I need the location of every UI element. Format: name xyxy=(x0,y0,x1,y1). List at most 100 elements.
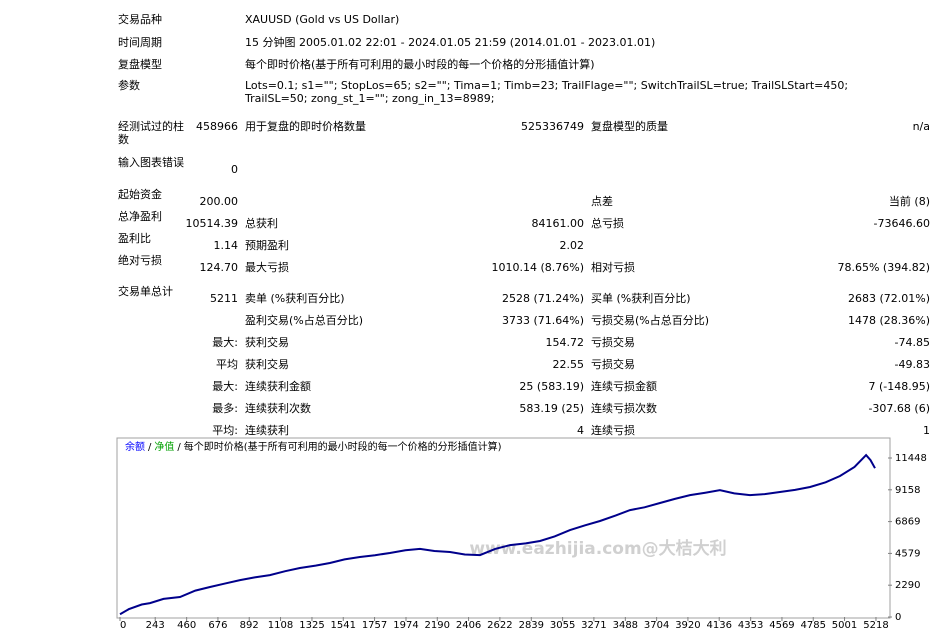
stat-label: 输入图表错误 xyxy=(118,156,184,169)
y-tick-label: 11448 xyxy=(895,453,927,464)
legend-item: / xyxy=(177,442,181,453)
stat-value: 10514.39 xyxy=(185,217,239,230)
x-tick-label: 1974 xyxy=(393,620,418,631)
stat-label: 起始资金 xyxy=(118,188,162,201)
stat-value: 最大: xyxy=(212,380,238,393)
x-tick-label: 4569 xyxy=(769,620,794,631)
stat-label: 点差 xyxy=(591,195,613,208)
stat-value: 当前 (8) xyxy=(888,195,930,208)
stat-label: 总获利 xyxy=(245,217,278,230)
legend-item: 净值 xyxy=(154,440,174,453)
stat-value: 平均: xyxy=(212,424,238,437)
stat-value: 1010.14 (8.76%) xyxy=(491,261,584,274)
stat-value: 3733 (71.64%) xyxy=(501,314,584,327)
x-tick-label: 3055 xyxy=(550,620,575,631)
stat-value: 2683 (72.01%) xyxy=(847,292,930,305)
stat-label: 绝对亏损 xyxy=(118,254,162,267)
stat-value: 525336749 xyxy=(521,120,584,133)
stat-value: 22.55 xyxy=(552,358,585,371)
stat-label: 连续获利金额 xyxy=(245,380,311,393)
stat-label: 经测试过的柱数 xyxy=(118,120,184,146)
x-tick-label: 4136 xyxy=(706,620,731,631)
x-tick-label: 2190 xyxy=(425,620,450,631)
x-tick-label: 892 xyxy=(240,620,259,631)
field-value: 每个即时价格(基于所有可利用的最小时段的每一个价格的分形插值计算) xyxy=(245,58,595,71)
stat-value: 1478 (28.36%) xyxy=(847,314,930,327)
x-tick-label: 1541 xyxy=(331,620,356,631)
stat-label: 相对亏损 xyxy=(591,261,635,274)
stat-value: 200.00 xyxy=(199,195,239,208)
x-tick-label: 3920 xyxy=(675,620,700,631)
stat-label: 获利交易 xyxy=(245,336,289,349)
watermark: www.eazhijia.com@大桔大利 xyxy=(469,538,726,559)
stat-value: 124.70 xyxy=(199,261,239,274)
x-tick-label: 3488 xyxy=(613,620,638,631)
stat-label: 连续亏损次数 xyxy=(591,402,657,415)
field-value: Lots=0.1; s1=""; StopLos=65; s2=""; Tima… xyxy=(245,79,849,105)
stat-label: 总净盈利 xyxy=(118,210,162,223)
stat-label: 连续亏损 xyxy=(591,424,635,437)
stat-value: 0 xyxy=(231,163,238,176)
stat-value: 5211 xyxy=(210,292,238,305)
stat-value: 最多: xyxy=(212,402,238,415)
stat-label: 交易单总计 xyxy=(118,285,173,298)
y-tick-label: 2290 xyxy=(895,580,920,591)
stat-value: -73646.60 xyxy=(873,217,930,230)
stat-label: 预期盈利 xyxy=(245,239,289,252)
x-tick-label: 1325 xyxy=(299,620,324,631)
stat-value: 平均 xyxy=(216,358,238,371)
stat-label: 连续亏损金额 xyxy=(591,380,657,393)
stat-value: 2528 (71.24%) xyxy=(501,292,584,305)
x-tick-label: 5001 xyxy=(832,620,857,631)
stat-label: 卖单 (%获利百分比) xyxy=(245,292,345,305)
legend-item: / xyxy=(148,442,152,453)
stat-label: 亏损交易 xyxy=(591,358,635,371)
x-tick-label: 0 xyxy=(120,620,126,631)
plot-frame xyxy=(116,437,891,619)
stat-value: 7 (-148.95) xyxy=(868,380,930,393)
stat-value: -307.68 (6) xyxy=(868,402,930,415)
y-tick-label: 0 xyxy=(895,612,901,623)
stat-value: 4 xyxy=(577,424,584,437)
stat-value: n/a xyxy=(912,120,930,133)
x-tick-label: 3271 xyxy=(581,620,606,631)
x-tick-label: 2622 xyxy=(487,620,512,631)
stat-label: 用于复盘的即时价格数量 xyxy=(245,120,366,133)
stat-label: 连续获利 xyxy=(245,424,289,437)
stat-value: 84161.00 xyxy=(531,217,585,230)
stat-value: 最大: xyxy=(212,336,238,349)
x-tick-label: 676 xyxy=(208,620,227,631)
stat-value: 154.72 xyxy=(545,336,585,349)
stat-label: 盈利交易(%占总百分比) xyxy=(245,314,364,327)
stat-value: -49.83 xyxy=(894,358,930,371)
stat-value: -74.85 xyxy=(894,336,930,349)
y-tick-label: 6869 xyxy=(895,517,920,528)
x-tick-label: 5218 xyxy=(863,620,888,631)
balance-line xyxy=(119,453,876,616)
legend: 余额 / 净值 / 每个即时价格(基于所有可利用的最小时段的每一个价格的分形插值计算) xyxy=(125,440,502,453)
stat-label: 亏损交易 xyxy=(591,336,635,349)
y-tick-label: 4579 xyxy=(895,548,920,559)
x-tick-label: 3704 xyxy=(644,620,669,631)
stat-value: 2.02 xyxy=(559,239,585,252)
field-label: 复盘模型 xyxy=(118,58,162,71)
y-tick-label: 9158 xyxy=(895,485,920,496)
stat-value: 583.19 (25) xyxy=(519,402,584,415)
legend-item: 每个即时价格(基于所有可利用的最小时段的每一个价格的分形插值计算) xyxy=(184,440,502,453)
field-label: 参数 xyxy=(118,79,140,92)
stat-label: 总亏损 xyxy=(591,217,624,230)
x-tick-label: 243 xyxy=(146,620,165,631)
stat-label: 买单 (%获利百分比) xyxy=(591,292,691,305)
field-value: XAUUSD (Gold vs US Dollar) xyxy=(245,13,400,26)
stat-label: 复盘模型的质量 xyxy=(591,120,668,133)
x-tick-label: 1757 xyxy=(362,620,387,631)
x-tick-label: 2406 xyxy=(456,620,481,631)
x-tick-label: 4353 xyxy=(738,620,763,631)
stat-label: 获利交易 xyxy=(245,358,289,371)
stat-label: 连续获利次数 xyxy=(245,402,311,415)
stat-label: 最大亏损 xyxy=(245,261,289,274)
x-tick-label: 2839 xyxy=(519,620,544,631)
x-tick-label: 4785 xyxy=(801,620,826,631)
